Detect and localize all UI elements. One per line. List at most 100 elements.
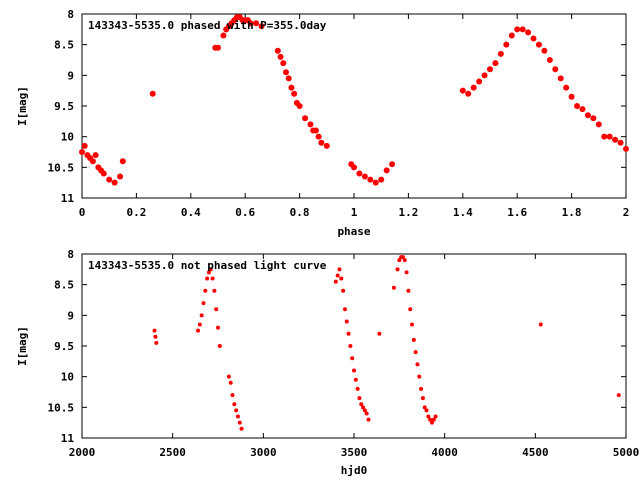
data-point [492,60,499,67]
y-tick-label: 10 [61,371,74,384]
data-point [420,396,425,401]
y-axis-label: I[mag] [16,326,29,366]
data-point [508,32,515,39]
x-tick-label: 1 [351,206,358,219]
y-tick-label: 8.5 [54,39,74,52]
data-point [389,161,396,168]
data-point [196,328,201,333]
data-point [465,90,472,97]
data-point [538,322,543,327]
data-point [519,26,526,33]
data-point [201,301,206,306]
data-point [100,170,107,177]
data-point [285,75,292,82]
data-point [431,417,436,422]
data-point [206,270,211,275]
data-point [197,322,202,327]
data-point [346,331,351,336]
data-point [119,158,126,165]
x-tick-label: 0.2 [126,206,146,219]
data-point [359,402,364,407]
x-tick-label: 0.6 [235,206,255,219]
y-tick-label: 8 [67,8,74,21]
y-tick-label: 9 [67,69,74,82]
data-point [355,386,360,391]
data-point [280,60,287,67]
data-point [199,313,204,318]
data-point [514,26,521,33]
data-point [400,255,405,260]
y-tick-label: 10.5 [48,161,75,174]
y-tick-label: 10.5 [48,401,75,414]
x-tick-label: 0.8 [290,206,310,219]
data-point [117,173,124,180]
y-tick-label: 11 [61,192,75,205]
data-point [226,374,231,379]
data-point [362,408,367,413]
data-point [210,276,215,281]
data-point [315,133,322,140]
data-point [497,50,504,57]
data-point [413,350,418,355]
data-point [283,69,289,76]
data-point [205,276,210,281]
data-point [411,337,416,342]
data-point [239,426,244,431]
data-point [541,47,548,54]
data-point [220,32,227,39]
data-point [579,106,586,113]
data-point [341,288,346,293]
data-point [318,139,325,146]
unphased-plot-title: 143343-5535.0 not phased light curve [88,259,327,272]
data-point [383,167,390,174]
data-point [208,267,213,272]
data-point [152,328,157,333]
data-point [89,158,96,165]
x-tick-label: 2000 [69,446,96,459]
data-point [351,164,357,171]
y-tick-label: 10 [61,131,74,144]
data-point [481,72,488,79]
data-point [234,408,239,413]
data-point [333,279,338,284]
data-point [216,325,220,330]
phased-plot-title: 143343-5535.0 phased with P=355.0day [88,19,327,32]
data-point [415,362,420,367]
data-point [424,408,429,413]
data-point [353,377,358,382]
data-point [81,142,88,149]
data-point [378,176,385,183]
data-point [419,386,424,391]
data-point [296,103,303,109]
data-point [366,417,371,422]
unphased-light-curve-plot: 2000 2500 3000 3500 4000 4500 5000 8 8.5 9 9.5 10 10… [16,248,639,477]
data-point [228,380,233,385]
data-point [215,44,221,51]
data-point [429,420,434,425]
data-point [428,417,433,422]
data-point [584,112,591,119]
y-axis-label: I[mag] [16,86,29,126]
data-point [410,322,415,327]
data-point [307,121,314,128]
x-tick-label: 0 [79,206,86,219]
x-tick-label: 0.4 [181,206,201,219]
data-point [312,127,319,134]
data-point [348,344,353,348]
data-point [395,267,400,272]
data-point [352,368,356,373]
data-point [288,84,295,91]
x-axis-label: phase [337,225,370,238]
data-point [154,340,159,345]
data-point [153,334,158,339]
data-point [367,176,374,183]
data-point [203,288,208,293]
data-point [361,405,366,410]
data-point [274,47,281,54]
data-point [530,35,537,42]
data-point [417,374,422,379]
data-point [623,145,629,152]
data-point [214,307,219,312]
data-point [563,84,570,91]
